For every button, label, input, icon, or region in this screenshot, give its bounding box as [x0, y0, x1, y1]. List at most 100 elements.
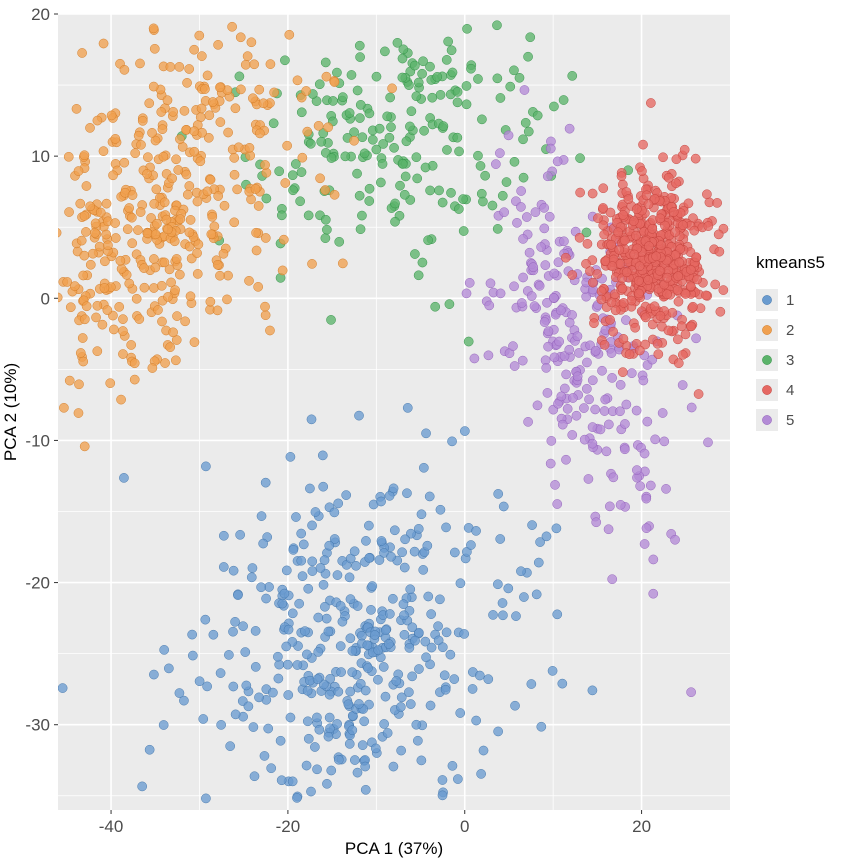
data-point	[283, 660, 292, 669]
data-point	[518, 135, 527, 144]
data-point	[324, 627, 333, 636]
data-point	[410, 61, 419, 70]
data-point	[219, 562, 228, 571]
data-point	[592, 518, 601, 527]
data-point	[315, 725, 324, 734]
data-point	[171, 356, 180, 365]
data-point	[80, 251, 89, 260]
data-point	[192, 249, 201, 258]
data-point	[330, 190, 339, 199]
data-point	[573, 372, 582, 381]
data-point	[39, 273, 48, 282]
data-point	[403, 403, 412, 412]
data-point	[242, 681, 251, 690]
data-point	[346, 595, 355, 604]
data-point	[672, 155, 681, 164]
data-point	[354, 411, 363, 420]
data-point	[320, 602, 329, 611]
data-point	[418, 69, 427, 78]
data-point	[620, 236, 629, 245]
data-point	[143, 153, 152, 162]
data-point	[325, 541, 334, 550]
data-point	[386, 552, 395, 561]
data-point	[671, 228, 680, 237]
data-point	[324, 732, 333, 741]
data-point	[436, 505, 445, 514]
data-point	[542, 363, 551, 372]
data-point	[278, 599, 287, 608]
data-point	[181, 317, 190, 326]
data-point	[460, 426, 469, 435]
data-point	[377, 536, 386, 545]
data-point	[317, 137, 326, 146]
data-point	[526, 33, 535, 42]
data-point	[388, 594, 397, 603]
data-point	[220, 201, 229, 210]
data-point	[525, 248, 534, 257]
data-point	[194, 240, 203, 249]
data-point	[251, 662, 260, 671]
data-point	[64, 152, 73, 161]
data-point	[640, 449, 649, 458]
data-point	[588, 278, 597, 287]
data-point	[619, 298, 628, 307]
data-point	[74, 380, 83, 389]
data-point	[435, 595, 444, 604]
data-point	[568, 393, 577, 402]
data-point	[646, 481, 655, 490]
data-point	[444, 37, 453, 46]
data-point	[304, 734, 313, 743]
data-point	[300, 627, 309, 636]
data-point	[120, 158, 129, 167]
data-point	[223, 271, 232, 280]
data-point	[604, 525, 613, 534]
data-point	[229, 566, 238, 575]
data-point	[440, 671, 449, 680]
data-point	[517, 298, 526, 307]
data-point	[371, 744, 380, 753]
data-point	[404, 688, 413, 697]
legend-title: kmeans5	[756, 253, 825, 272]
data-point	[555, 337, 564, 346]
data-point	[442, 145, 451, 154]
data-point	[663, 273, 672, 282]
data-point	[103, 241, 112, 250]
data-point	[607, 348, 616, 357]
data-point	[418, 258, 427, 267]
data-point	[414, 271, 423, 280]
data-point	[201, 794, 210, 803]
data-point	[687, 322, 696, 331]
data-point	[302, 86, 311, 95]
data-point	[644, 275, 653, 284]
data-point	[593, 269, 602, 278]
data-point	[259, 99, 268, 108]
data-point	[175, 270, 184, 279]
data-point	[660, 437, 669, 446]
data-point	[241, 60, 250, 69]
data-point	[492, 21, 501, 30]
data-point	[543, 172, 552, 181]
data-point	[670, 535, 679, 544]
data-point	[142, 169, 151, 178]
data-point	[668, 308, 677, 317]
data-point	[231, 617, 240, 626]
data-point	[319, 482, 328, 491]
data-point	[321, 58, 330, 67]
data-point	[568, 270, 577, 279]
data-point	[448, 68, 457, 77]
data-point	[234, 143, 243, 152]
data-point	[413, 736, 422, 745]
data-point	[356, 225, 365, 234]
data-point	[186, 292, 195, 301]
data-point	[254, 201, 263, 210]
data-point	[244, 276, 253, 285]
data-point	[462, 100, 471, 109]
data-point	[504, 131, 513, 140]
data-point	[342, 490, 351, 499]
data-point	[277, 776, 286, 785]
data-point	[162, 215, 171, 224]
data-point	[573, 332, 582, 341]
data-point	[150, 44, 159, 53]
legend-item-label: 1	[786, 292, 794, 309]
data-point	[205, 111, 214, 120]
